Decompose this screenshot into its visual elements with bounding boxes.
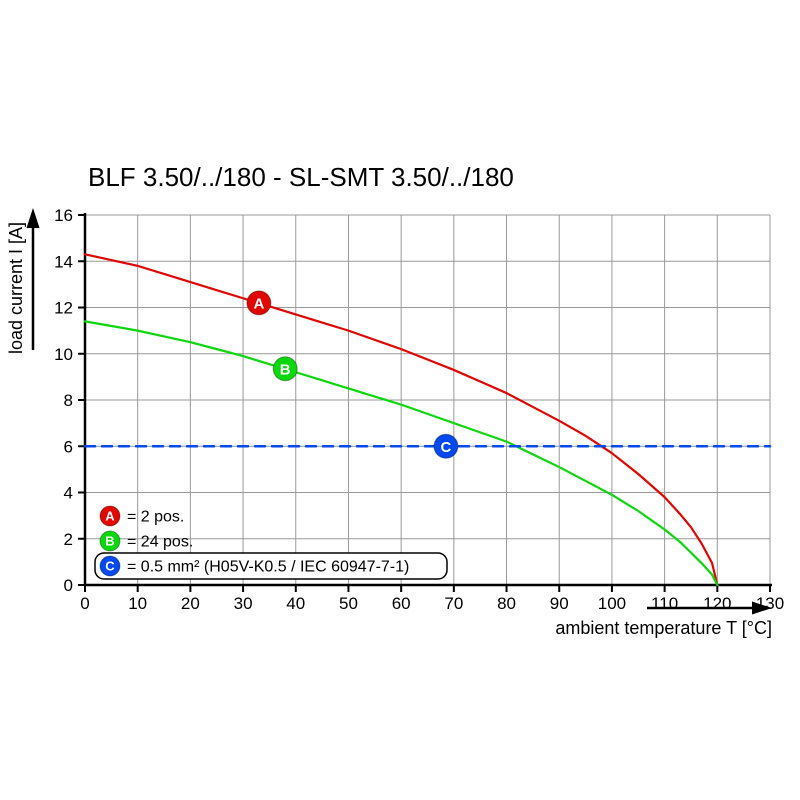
series-marker-B [272, 356, 298, 382]
series-marker-C [433, 433, 459, 459]
x-axis-arrowhead-icon [752, 601, 772, 615]
x-tick-label: 90 [550, 594, 569, 613]
series-marker-A [246, 290, 272, 316]
x-tick-label: 50 [339, 594, 358, 613]
chart-title: BLF 3.50/../180 - SL-SMT 3.50/../180 [88, 162, 514, 192]
y-tick-label: 6 [64, 437, 73, 456]
x-tick-label: 110 [651, 594, 678, 613]
legend-label-C: = 0.5 mm² (H05V-K0.5 / IEC 60947-7-1) [127, 559, 409, 576]
x-tick-label: 60 [392, 594, 411, 613]
x-tick-label: 20 [181, 594, 200, 613]
legend-swatch-A [99, 505, 121, 527]
x-tick-label: 80 [497, 594, 516, 613]
y-tick-label: 16 [54, 206, 73, 225]
x-axis-title: ambient temperature T [°C] [555, 618, 772, 638]
y-tick-label: 10 [54, 345, 73, 364]
y-tick-label: 14 [54, 252, 73, 271]
legend-swatch-letter-C: C [105, 559, 115, 574]
y-tick-label: 12 [54, 299, 73, 318]
legend-swatch-letter-B: B [105, 534, 114, 549]
x-tick-label: 30 [234, 594, 253, 613]
legend-label-A: = 2 pos. [127, 509, 184, 526]
x-tick-label: 100 [598, 594, 626, 613]
legend-swatch-letter-A: A [105, 509, 115, 524]
x-tick-label: 70 [444, 594, 463, 613]
legend-box-C [94, 552, 448, 580]
y-tick-label: 8 [64, 391, 73, 410]
series-marker-label-B: B [280, 361, 291, 378]
series-line-B [83, 320, 719, 587]
y-axis-arrowhead-icon [26, 208, 40, 228]
series-marker-label-C: C [441, 439, 452, 456]
x-tick-label: 0 [80, 594, 89, 613]
y-tick-label: 4 [64, 484, 73, 503]
legend-swatch-C [99, 555, 121, 577]
x-tick-label: 10 [128, 594, 147, 613]
legend-swatch-B [99, 530, 121, 552]
series-marker-label-A: A [253, 295, 264, 312]
x-tick-label: 40 [286, 594, 305, 613]
legend-label-B: = 24 pos. [127, 534, 193, 551]
y-axis-title: load current I [A] [6, 222, 26, 354]
chart-layers: 0 10 20 30 40 50 60 70 80 90 100 110 120 130024681012… [26, 206, 784, 615]
series-line-A [83, 253, 719, 587]
x-tick-label: 120 [703, 594, 731, 613]
y-tick-label: 0 [64, 576, 73, 595]
y-tick-label: 2 [64, 530, 73, 549]
